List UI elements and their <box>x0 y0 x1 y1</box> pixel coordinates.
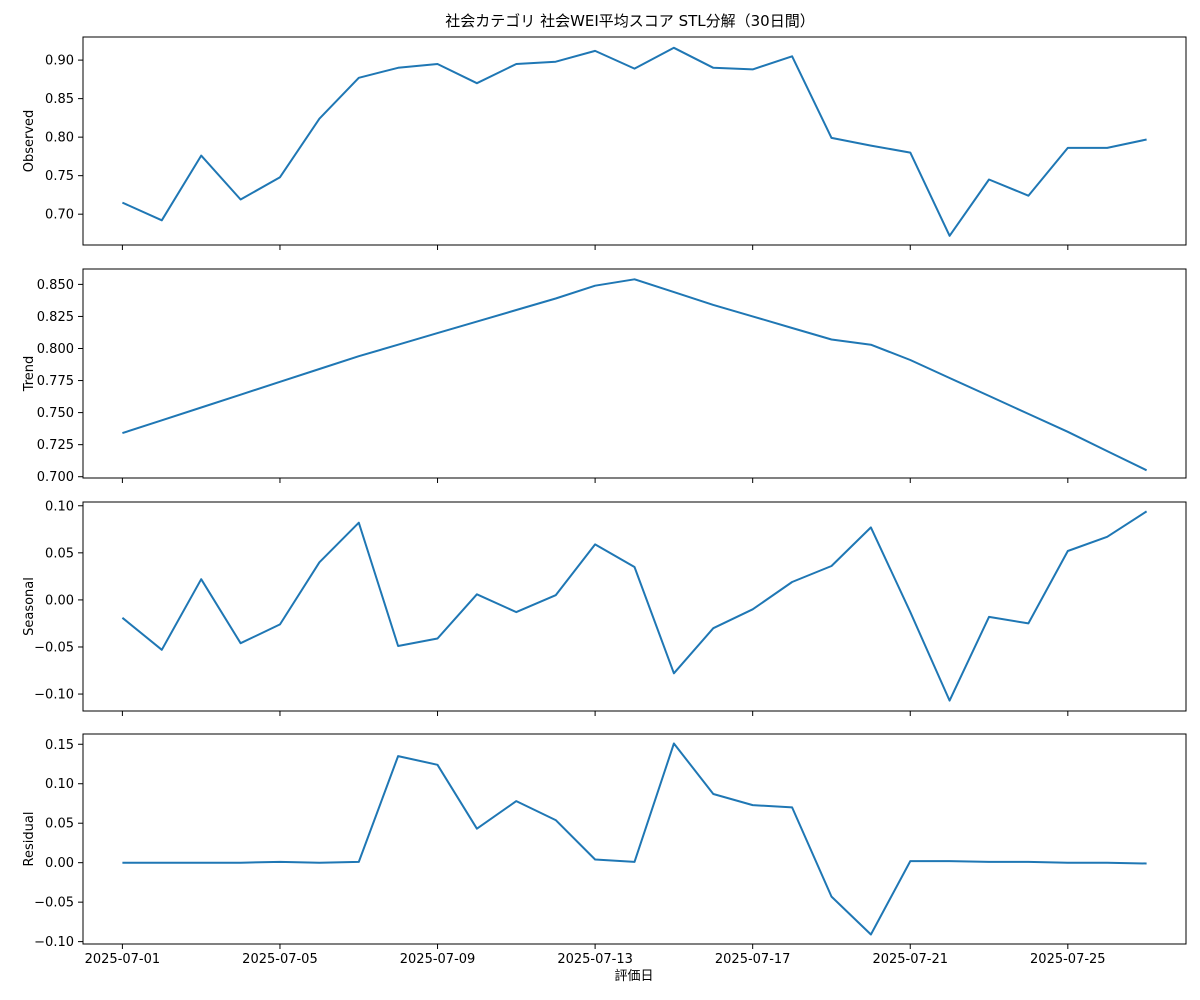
figure-title: 社会カテゴリ 社会WEI平均スコア STL分解（30日間） <box>445 12 814 30</box>
y-tick-label-trend: 0.700 <box>37 470 74 485</box>
y-tick-label-residual: 0.05 <box>45 817 74 832</box>
series-line-observed <box>121 46 1147 237</box>
panel-frame-seasonal <box>82 501 1187 712</box>
panel-frame-residual <box>82 733 1187 945</box>
y-tick-label-seasonal: −0.10 <box>34 688 74 703</box>
y-tick-label-trend: 0.775 <box>37 374 74 389</box>
panels-group: 0.700.750.800.850.90Observed0.7000.7250.… <box>22 36 1187 967</box>
y-tick-label-seasonal: 0.05 <box>45 546 74 561</box>
x-tick-label: 2025-07-09 <box>400 952 476 967</box>
y-axis-title-seasonal: Seasonal <box>22 577 37 636</box>
x-axis-title: 評価日 <box>614 969 653 984</box>
x-tick-label: 2025-07-05 <box>242 952 318 967</box>
y-tick-label-seasonal: −0.05 <box>34 640 74 655</box>
y-axis-title-trend: Trend <box>22 356 37 393</box>
y-tick-label-trend: 0.850 <box>37 278 74 293</box>
y-tick-label-observed: 0.75 <box>45 169 74 184</box>
y-tick-label-residual: −0.05 <box>34 896 74 911</box>
panel-frame-observed <box>82 36 1187 246</box>
y-tick-label-observed: 0.85 <box>45 92 74 107</box>
panel-frame-trend <box>82 268 1187 479</box>
panel-seasonal: −0.10 −0.05 0.00 0.05 0.10 Seasonal <box>22 499 1187 716</box>
x-tick-label: 2025-07-25 <box>1030 952 1106 967</box>
y-tick-label-residual: 0.15 <box>45 738 74 753</box>
panel-observed: 0.70 0.75 0.80 0.85 0.90 Observed <box>22 36 1187 250</box>
x-tick-label: 2025-07-01 <box>85 952 161 967</box>
y-axis-title-residual: Residual <box>22 812 37 867</box>
y-tick-label-seasonal: 0.10 <box>45 499 74 514</box>
y-tick-label-seasonal: 0.00 <box>45 593 74 608</box>
y-tick-label-observed: 0.80 <box>45 131 74 146</box>
panel-trend: 0.700 0.725 0.750 0.775 0.800 0.825 0.850 Trend <box>22 268 1187 485</box>
y-tick-label-observed: 0.90 <box>45 54 74 69</box>
series-line-seasonal <box>121 510 1148 702</box>
y-tick-label-observed: 0.70 <box>45 208 74 223</box>
series-line-trend <box>122 278 1148 472</box>
y-tick-label-trend: 0.825 <box>37 310 74 325</box>
y-tick-label-trend: 0.725 <box>37 438 74 453</box>
y-tick-label-residual: 0.00 <box>45 856 74 871</box>
x-tick-label: 2025-07-21 <box>872 952 948 967</box>
y-tick-label-residual: −0.10 <box>34 935 74 950</box>
y-tick-label-trend: 0.750 <box>37 406 74 421</box>
series-line-residual <box>122 742 1147 936</box>
y-tick-label-residual: 0.10 <box>45 777 74 792</box>
x-tick-label: 2025-07-17 <box>715 952 791 967</box>
y-axis-title-observed: Observed <box>22 110 37 173</box>
x-tick-label: 2025-07-13 <box>557 952 633 967</box>
y-tick-label-trend: 0.800 <box>37 342 74 357</box>
panel-residual: −0.10 −0.05 0.00 0.05 0.10 0.15 Residual 2025-0… <box>22 733 1187 967</box>
